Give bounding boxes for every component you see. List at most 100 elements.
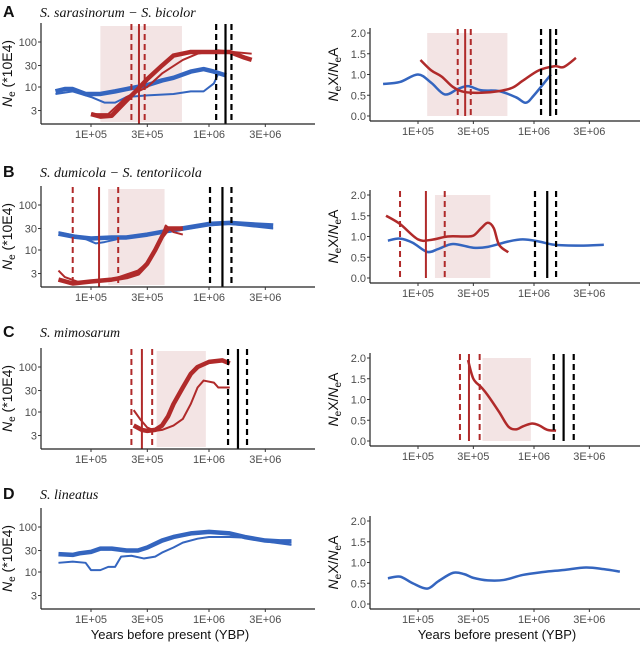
panel-title: S. mimosarum: [40, 326, 120, 341]
y-label-text: (*10E4): [0, 203, 15, 254]
y-axis-label: NeX/NeA: [325, 372, 344, 427]
x-tick-label: 3E+06: [249, 614, 281, 626]
y-label-text: A: [325, 372, 341, 382]
y-label-text: N: [0, 421, 15, 432]
y-tick-label: 0.0: [351, 436, 366, 448]
x-tick-label: 1E+06: [518, 614, 550, 626]
x-tick-label: 3E+05: [131, 454, 163, 466]
y-tick-label: 1.5: [351, 537, 366, 549]
y-tick-label: 2.0: [351, 353, 366, 365]
y-label-subscript: e: [333, 218, 344, 224]
x-tick-label: 1E+05: [75, 292, 107, 304]
x-tick-label: 1E+05: [75, 454, 107, 466]
x-axis-label: Years before present (YBP): [418, 627, 577, 642]
y-tick-label: 3: [31, 269, 37, 281]
y-tick-label: 2.0: [351, 516, 366, 528]
x-tick-label: 1E+05: [75, 614, 107, 626]
x-tick-label: 3E+05: [457, 614, 489, 626]
y-label-text: X/: [325, 397, 341, 410]
y-label-text: A: [325, 535, 341, 545]
x-tick-label: 1E+06: [193, 129, 225, 141]
y-label-text: X/: [325, 72, 341, 85]
y-tick-label: 10: [25, 407, 37, 419]
y-label-text: A: [325, 209, 341, 219]
y-axis-label: Ne (*10E4): [0, 365, 18, 432]
x-tick-label: 3E+06: [573, 126, 605, 138]
y-label-text: (*10E4): [0, 525, 15, 576]
series-line-blue-smooth: [387, 566, 621, 590]
panel-title: S. sarasinorum − S. bicolor: [40, 6, 196, 21]
y-axis-label: NeX/NeA: [325, 47, 344, 102]
x-tick-label: 1E+06: [518, 451, 550, 463]
y-tick-label: 0.0: [351, 599, 366, 611]
x-tick-label: 1E+05: [402, 126, 434, 138]
y-label-text: N: [325, 252, 341, 263]
x-tick-label: 3E+06: [249, 454, 281, 466]
y-tick-label: 1.0: [351, 395, 366, 407]
x-tick-label: 1E+06: [193, 614, 225, 626]
series-line-red-thick: [132, 358, 231, 434]
panel-title: S. dumicola − S. tentoriicola: [40, 166, 202, 181]
y-label-subscript: e: [333, 56, 344, 62]
y-tick-label: 30: [25, 61, 37, 73]
panel-d-right: 0.00.51.01.52.01E+05 3E+05 1E+06 3E+06NeX/N…: [325, 516, 640, 642]
y-axis-label: NeX/NeA: [325, 209, 344, 264]
y-tick-label: 2.0: [351, 28, 366, 40]
panel-a-right: 0.00.51.01.52.01E+05 3E+05 1E+06 3E+06NeX/N…: [325, 28, 640, 138]
x-tick-label: 3E+06: [249, 129, 281, 141]
x-tick-label: 3E+05: [131, 614, 163, 626]
y-axis-label: Ne (*10E4): [0, 40, 18, 107]
x-axis-label: Years before present (YBP): [91, 627, 250, 642]
panel-a-left: A S. sarasinorum − S. bicolor 3 10 30 100 1E+0…: [0, 4, 315, 141]
y-tick-label: 1.5: [351, 211, 366, 223]
y-axis-label: Ne (*10E4): [0, 203, 18, 270]
panel-c-right: 0.00.51.01.52.01E+05 3E+05 1E+06 3E+06NeX/N…: [325, 353, 640, 463]
y-label-text: (*10E4): [0, 40, 15, 91]
x-tick-label: 3E+05: [457, 126, 489, 138]
y-tick-label: 100: [19, 362, 37, 374]
y-axis-label: Ne (*10E4): [0, 525, 18, 592]
y-label-subscript: e: [333, 544, 344, 550]
y-tick-label: 0.5: [351, 578, 366, 590]
shaded-interval: [100, 26, 182, 122]
x-tick-label: 1E+06: [518, 288, 550, 300]
series-line-blue-smooth: [387, 237, 604, 254]
y-tick-label: 1.0: [351, 558, 366, 570]
x-tick-label: 3E+05: [457, 451, 489, 463]
series-line-blue-thin: [58, 535, 292, 572]
y-label-text: X/: [325, 234, 341, 247]
y-tick-label: 3: [31, 591, 37, 603]
y-tick-label: 30: [25, 546, 37, 558]
x-tick-label: 3E+05: [131, 129, 163, 141]
panel-b-left: B S. dumicola − S. tentoriicola 3 10 30 100 1E…: [0, 164, 315, 304]
y-tick-label: 0.0: [351, 111, 366, 123]
x-tick-label: 1E+06: [518, 126, 550, 138]
y-label-text: N: [325, 62, 341, 73]
y-label-subscript: e: [333, 85, 344, 91]
y-label-text: N: [325, 415, 341, 426]
series-line-blue-thin: [58, 222, 274, 245]
x-tick-label: 3E+05: [457, 288, 489, 300]
y-tick-label: 3: [31, 431, 37, 443]
series-line-red-smooth: [419, 56, 577, 95]
panel-d-left: D S. lineatus 3 10 30 100 1E+05 3E+05 1E+06 3E+06…: [0, 486, 315, 642]
y-tick-label: 0.5: [351, 415, 366, 427]
y-label-text: N: [0, 581, 15, 592]
x-tick-label: 1E+06: [193, 292, 225, 304]
panel-letter: C: [3, 324, 15, 341]
y-label-text: N: [325, 550, 341, 561]
y-tick-label: 30: [25, 386, 37, 398]
series-line-blue-thick: [58, 529, 292, 558]
y-label-text: (*10E4): [0, 365, 15, 416]
x-tick-label: 1E+05: [402, 288, 434, 300]
y-tick-label: 1.0: [351, 232, 366, 244]
x-tick-label: 1E+05: [75, 129, 107, 141]
y-label-text: N: [325, 387, 341, 398]
x-tick-label: 1E+05: [402, 451, 434, 463]
y-label-subscript: e: [333, 410, 344, 416]
y-tick-label: 30: [25, 224, 37, 236]
x-tick-label: 3E+06: [573, 451, 605, 463]
y-tick-label: 10: [25, 567, 37, 579]
y-tick-label: 1.0: [351, 70, 366, 82]
